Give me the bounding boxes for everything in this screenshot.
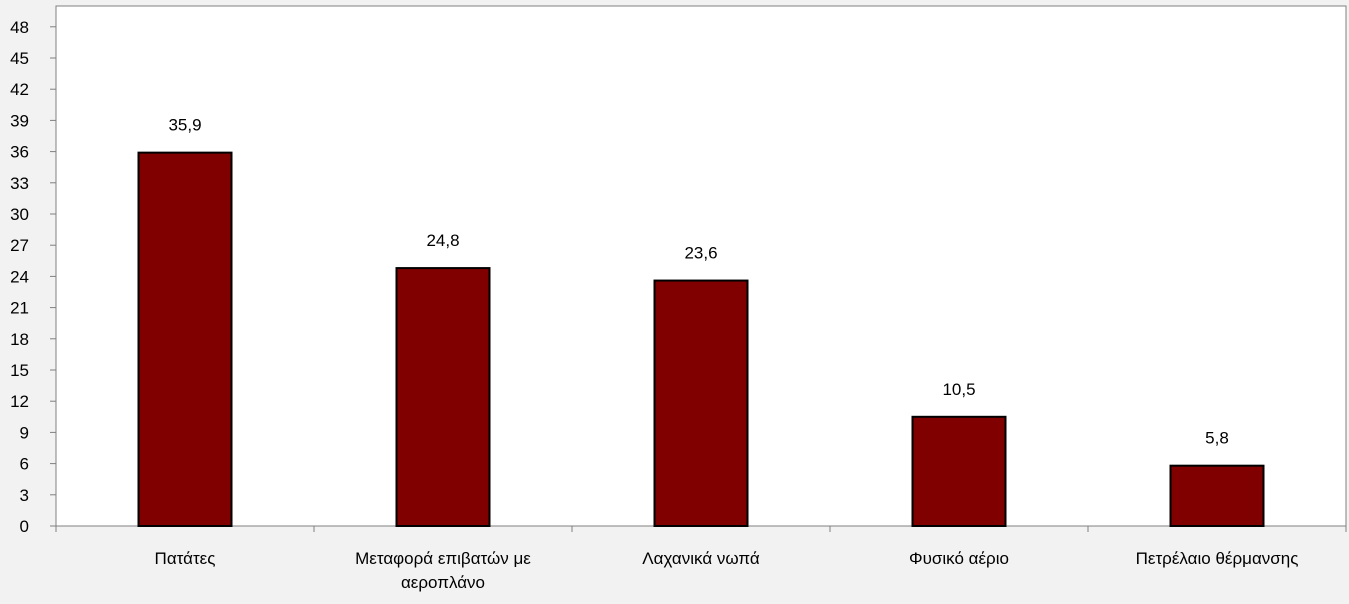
y-tick-label: 6	[20, 455, 29, 474]
x-category-label-line: Πατάτες	[155, 549, 216, 568]
x-category-label: Λαχανικά νωπά	[642, 549, 760, 568]
y-tick-label: 18	[10, 330, 29, 349]
y-tick-label: 21	[10, 299, 29, 318]
y-tick-label: 30	[10, 205, 29, 224]
bar	[395, 267, 491, 527]
y-tick-label: 42	[10, 80, 29, 99]
bar	[1169, 464, 1265, 527]
data-labels-group: 35,9 24,8 23,6 10,5 5,8	[168, 116, 1228, 448]
data-label: 35,9	[168, 116, 201, 135]
y-tick-label: 24	[10, 267, 29, 286]
x-category-label: Μεταφορά επιβατών με αεροπλάνο	[355, 549, 531, 592]
y-tick-label: 9	[20, 423, 29, 442]
y-tick-label: 15	[10, 361, 29, 380]
x-axis: Πατάτες Μεταφορά επιβατών με αεροπλάνο Λαχα…	[55, 525, 1347, 592]
y-tick-label: 33	[10, 174, 29, 193]
bar	[911, 415, 1007, 527]
data-label: 5,8	[1205, 429, 1229, 448]
x-category-label-line: Φυσικό αέριο	[909, 549, 1009, 568]
y-tick-label: 45	[10, 49, 29, 68]
x-category-label-line: Μεταφορά επιβατών με	[355, 549, 531, 568]
data-label: 23,6	[684, 244, 717, 263]
data-label: 24,8	[426, 231, 459, 250]
y-tick-label: 3	[20, 486, 29, 505]
x-category-label: Φυσικό αέριο	[909, 549, 1009, 568]
x-category-label-line: Πετρέλαιο θέρμανσης	[1136, 549, 1299, 568]
y-tick-label: 39	[10, 111, 29, 130]
bars-group	[137, 151, 1265, 527]
x-category-label-line: Λαχανικά νωπά	[642, 549, 760, 568]
bar	[653, 279, 749, 527]
y-tick-label: 48	[10, 18, 29, 37]
y-tick-label: 36	[10, 143, 29, 162]
x-category-label-line: αεροπλάνο	[401, 573, 485, 592]
y-tick-label: 0	[20, 517, 29, 536]
data-label: 10,5	[942, 380, 975, 399]
y-tick-label: 12	[10, 392, 29, 411]
bar	[137, 151, 233, 527]
y-tick-label: 27	[10, 236, 29, 255]
x-category-label: Πετρέλαιο θέρμανσης	[1136, 549, 1299, 568]
x-category-label: Πατάτες	[155, 549, 216, 568]
